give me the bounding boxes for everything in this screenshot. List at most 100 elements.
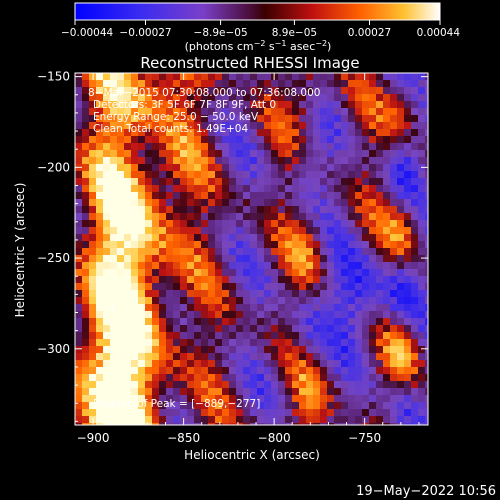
heatmap-cell [306, 122, 313, 129]
heatmap-cell [334, 318, 341, 325]
heatmap-cell [166, 213, 173, 220]
heatmap-cell [173, 73, 180, 80]
heatmap-cell [96, 241, 103, 248]
heatmap-cell [264, 360, 271, 367]
heatmap-cell [299, 73, 306, 80]
heatmap-cell [362, 220, 369, 227]
heatmap-cell [131, 108, 138, 115]
heatmap-cell [187, 94, 194, 101]
heatmap-cell [152, 185, 159, 192]
heatmap-cell [397, 171, 404, 178]
heatmap-cell [250, 213, 257, 220]
heatmap-cell [376, 395, 383, 402]
heatmap-cell [173, 290, 180, 297]
heatmap-cell [145, 346, 152, 353]
heatmap-cell [355, 157, 362, 164]
heatmap-cell [124, 304, 131, 311]
heatmap-cell [404, 220, 411, 227]
heatmap-cell [243, 269, 250, 276]
heatmap-cell [362, 150, 369, 157]
heatmap-cell [145, 395, 152, 402]
heatmap-cell [82, 122, 89, 129]
heatmap-cell [236, 290, 243, 297]
heatmap-cell [222, 318, 229, 325]
heatmap-cell [348, 178, 355, 185]
heatmap-cell [75, 234, 82, 241]
heatmap-cell [215, 332, 222, 339]
heatmap-cell [271, 192, 278, 199]
heatmap-cell [285, 325, 292, 332]
heatmap-cell [138, 416, 145, 423]
heatmap-cell [418, 325, 425, 332]
heatmap-cell [383, 311, 390, 318]
heatmap-cell [341, 409, 348, 416]
heatmap-cell [75, 122, 82, 129]
heatmap-cell [285, 227, 292, 234]
heatmap-cell [341, 423, 348, 425]
heatmap-cell [278, 318, 285, 325]
heatmap-cell [257, 164, 264, 171]
heatmap-cell [138, 248, 145, 255]
heatmap-cell [145, 101, 152, 108]
heatmap-cell [117, 367, 124, 374]
heatmap-cell [208, 325, 215, 332]
heatmap-cell [313, 374, 320, 381]
heatmap-cell [418, 353, 425, 360]
heatmap-cell [306, 332, 313, 339]
heatmap-cell [152, 213, 159, 220]
heatmap-cell [271, 318, 278, 325]
heatmap-cell [124, 185, 131, 192]
heatmap-cell [208, 178, 215, 185]
heatmap-cell [292, 164, 299, 171]
heatmap-cell [285, 241, 292, 248]
heatmap-cell [397, 122, 404, 129]
heatmap-cell [117, 87, 124, 94]
heatmap-cell [124, 255, 131, 262]
heatmap-cell [418, 136, 425, 143]
heatmap-cell [131, 311, 138, 318]
heatmap-cell [173, 276, 180, 283]
heatmap-cell [404, 290, 411, 297]
heatmap-cell [369, 402, 376, 409]
heatmap-cell [313, 395, 320, 402]
heatmap-cell [376, 360, 383, 367]
heatmap-cell [362, 297, 369, 304]
heatmap-cell [173, 129, 180, 136]
heatmap-cell [390, 416, 397, 423]
heatmap-cell [390, 360, 397, 367]
heatmap-cell [138, 339, 145, 346]
heatmap-cell [89, 185, 96, 192]
heatmap-cell [96, 87, 103, 94]
heatmap-cell [145, 115, 152, 122]
heatmap-cell [208, 262, 215, 269]
heatmap-cell [222, 402, 229, 409]
heatmap-cell [418, 360, 425, 367]
heatmap-cell [341, 416, 348, 423]
heatmap-cell [208, 213, 215, 220]
heatmap-cell [404, 248, 411, 255]
heatmap-cell [82, 213, 89, 220]
heatmap-cell [271, 381, 278, 388]
heatmap-cell [397, 255, 404, 262]
y-tick-label: −250 [37, 251, 70, 265]
heatmap-cell [229, 87, 236, 94]
heatmap-cell [173, 94, 180, 101]
heatmap-cell [397, 395, 404, 402]
heatmap-cell [320, 206, 327, 213]
heatmap-cell [292, 346, 299, 353]
x-tick-label: −800 [258, 431, 291, 445]
heatmap-cell [355, 339, 362, 346]
heatmap-cell [369, 248, 376, 255]
heatmap-cell [187, 367, 194, 374]
heatmap-cell [96, 374, 103, 381]
heatmap-cell [208, 276, 215, 283]
heatmap-cell [292, 80, 299, 87]
heatmap-cell [145, 374, 152, 381]
heatmap-cell [348, 108, 355, 115]
heatmap-cell [166, 388, 173, 395]
heatmap-cell [250, 87, 257, 94]
heatmap-cell [313, 108, 320, 115]
heatmap-cell [124, 248, 131, 255]
heatmap-cell [390, 206, 397, 213]
heatmap-cell [418, 297, 425, 304]
